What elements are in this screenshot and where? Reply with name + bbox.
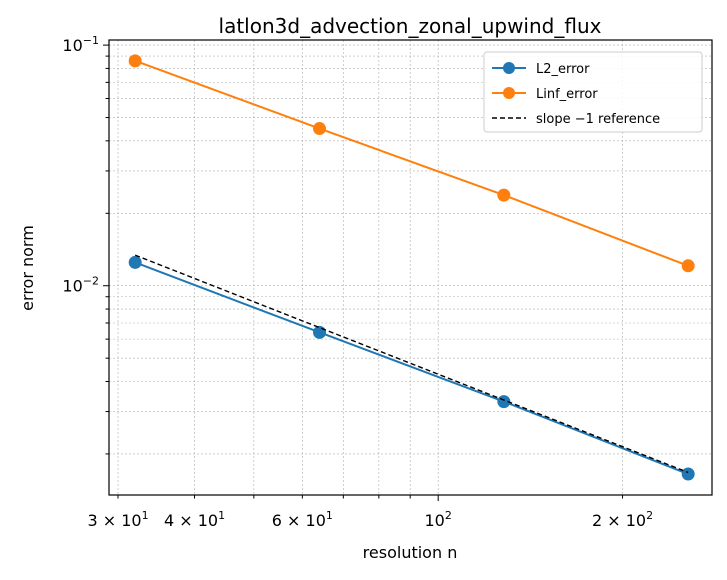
legend-marker <box>503 62 515 74</box>
legend-marker <box>503 87 515 99</box>
series-layer <box>128 54 695 481</box>
data-point <box>313 122 327 136</box>
y-tick-label: 10−1 <box>62 34 99 55</box>
x-tick-label: 3 × 101 <box>87 509 148 530</box>
series-line-linf-error <box>134 59 689 267</box>
grid <box>109 40 712 495</box>
data-point <box>497 188 511 202</box>
legend-label: L2_error <box>536 62 590 77</box>
x-tick-label: 102 <box>425 509 452 530</box>
data-point <box>128 54 142 68</box>
x-tick-label: 2 × 102 <box>592 509 653 530</box>
y-tick-label: 10−2 <box>62 275 99 296</box>
series-line-slope-1-reference <box>134 254 689 474</box>
x-axis-label: resolution n <box>363 543 458 562</box>
data-point <box>681 259 695 273</box>
legend-label: slope −1 reference <box>536 112 660 127</box>
chart-title: latlon3d_advection_zonal_upwind_flux <box>219 14 602 38</box>
legend-label: Linf_error <box>536 87 598 102</box>
x-tick-label: 4 × 101 <box>164 509 225 530</box>
series-line-l2-error <box>134 261 689 475</box>
data-point <box>128 255 142 269</box>
legend-box <box>483 51 703 133</box>
y-axis-label: error norm <box>18 225 37 311</box>
data-point <box>313 325 327 339</box>
x-tick-label: 6 × 101 <box>272 509 333 530</box>
data-point <box>681 467 695 481</box>
ticks: 3 × 101 4 × 101 6 × 101 102 2 × 102 10−1 10−2 <box>62 34 653 530</box>
